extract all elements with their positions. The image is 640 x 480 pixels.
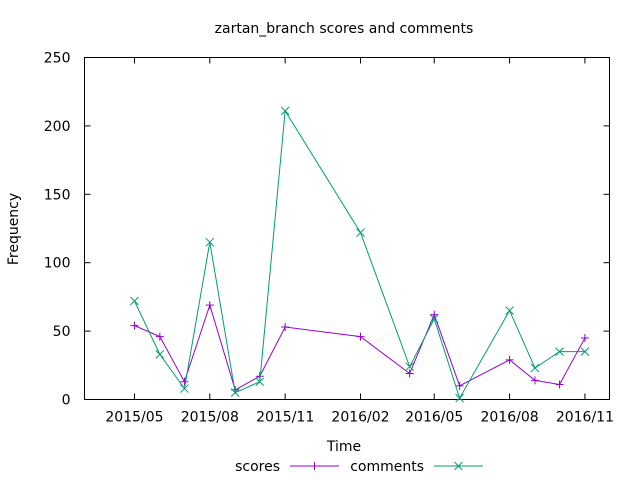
x-tick-label: 2015/05 — [105, 410, 163, 426]
data-point-scores — [530, 376, 539, 385]
data-point-scores — [356, 332, 365, 341]
series-line-comments — [134, 109, 585, 400]
data-point-scores — [180, 377, 189, 386]
data-point-scores — [430, 310, 439, 319]
data-point-comments — [205, 237, 215, 247]
data-point-comments — [505, 306, 514, 315]
data-point-scores — [555, 380, 564, 389]
x-tick-label: 2016/08 — [480, 410, 538, 426]
x-tick-label: 2016/05 — [405, 410, 463, 426]
data-point-comments — [130, 296, 139, 306]
data-point-comments — [180, 384, 189, 393]
data-point-comments — [455, 393, 464, 403]
data-point-scores — [505, 355, 514, 364]
legend-label-comments: comments — [350, 459, 424, 475]
y-tick-label: 50 — [53, 324, 71, 340]
x-tick-label: 2016/11 — [556, 410, 614, 426]
data-point-scores — [155, 332, 164, 341]
legend: scores comments — [235, 459, 483, 475]
data-point-comments — [580, 347, 590, 356]
data-point-scores — [405, 369, 414, 378]
series-line-scores — [134, 303, 586, 391]
x-tick-label: 2015/08 — [181, 410, 239, 426]
series-comments — [130, 106, 590, 403]
y-axis-label: Frequency — [6, 193, 22, 265]
data-point-scores — [130, 321, 139, 330]
y-tick-label: 250 — [44, 51, 71, 67]
x-tick-label: 2016/02 — [331, 410, 389, 426]
data-point-comments — [255, 377, 265, 387]
data-point-comments — [555, 347, 564, 356]
data-point-comments — [429, 314, 439, 324]
legend-marker-comments — [454, 461, 463, 471]
data-point-scores — [580, 333, 589, 342]
y-tick-label: 150 — [44, 187, 71, 203]
series-scores — [130, 301, 589, 394]
legend-marker-scores — [310, 462, 319, 470]
data-point-comments — [530, 363, 540, 373]
data-point-comments — [405, 362, 415, 372]
data-point-scores — [455, 381, 464, 390]
y-tick-label: 200 — [44, 119, 71, 135]
data-point-comments — [356, 228, 365, 237]
data-point-comments — [230, 388, 240, 398]
y-axis: 0 50 100 150 200 250 — [44, 51, 610, 409]
x-axis-label: Time — [326, 439, 361, 455]
x-tick-label: 2015/11 — [256, 410, 314, 426]
plot-frame — [84, 57, 610, 400]
data-point-comments — [280, 106, 290, 116]
data-point-comments — [155, 350, 165, 359]
data-point-scores — [281, 322, 290, 331]
chart-title: zartan_branch scores and comments — [215, 21, 474, 37]
y-tick-label: 100 — [44, 256, 71, 272]
data-point-scores — [205, 301, 214, 310]
y-tick-label: 0 — [62, 393, 71, 409]
x-axis: 2015/05 2015/08 2015/11 2016/02 2016/05 2016/… — [105, 57, 614, 426]
legend-label-scores: scores — [235, 459, 280, 475]
series-layer — [130, 106, 590, 403]
